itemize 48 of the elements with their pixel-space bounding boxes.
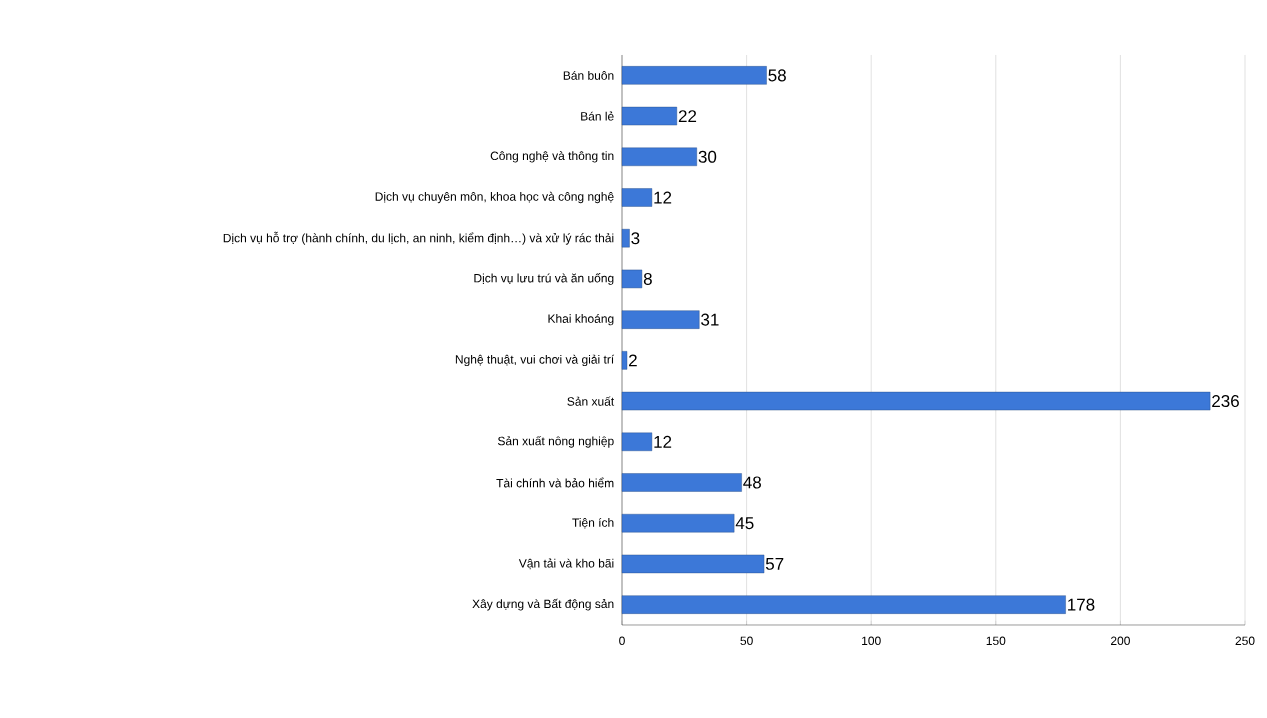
data-label: 12: [654, 191, 672, 204]
y-tick-label: Nghệ thuật, vui chơi và giải trí: [455, 354, 615, 367]
y-tick-label: Công nghệ và thông tin: [490, 151, 614, 163]
bar: [621, 310, 700, 329]
data-label: 58: [768, 69, 786, 82]
bar: [621, 554, 765, 574]
y-tick-label: Tiện ích: [572, 517, 614, 529]
y-tick-label: Khai khoáng: [548, 313, 614, 326]
y-tick-label: Sản xuất: [567, 396, 615, 406]
data-label: 178: [1068, 598, 1095, 611]
y-tick-label: Dịch vụ chuyên môn, khoa học và công nghệ: [375, 191, 614, 204]
data-label: 45: [735, 517, 754, 530]
x-tick-label: 0: [619, 636, 625, 646]
x-tick-label: 150: [986, 636, 1006, 646]
data-label: 22: [678, 110, 697, 122]
bar: [621, 473, 742, 492]
bar: [621, 514, 735, 533]
bar: [621, 106, 678, 126]
bar: [621, 188, 653, 207]
y-tick-label: Bán buôn: [563, 70, 614, 80]
x-tick-label: 200: [1110, 636, 1130, 646]
data-label: 2: [629, 354, 637, 367]
x-tick-label: 250: [1235, 636, 1255, 646]
data-label: 57: [765, 557, 784, 570]
y-tick-label: Bán lẻ: [581, 111, 614, 121]
data-label: 12: [654, 435, 672, 448]
y-tick-label: Dịch vụ hỗ trợ (hành chính, du lịch, an ninh, kiểm định…) và xử lý rác thải: [223, 231, 614, 245]
y-tick-label: Vận tải và kho bãi: [518, 558, 614, 570]
y-tick-label: Xây dựng và Bất động sản: [472, 598, 614, 611]
data-label: 8: [643, 272, 652, 285]
data-label: 3: [631, 232, 640, 245]
bar: [621, 595, 1066, 614]
data-label: 30: [698, 150, 717, 163]
data-label: 236: [1212, 395, 1239, 408]
y-tick-label: Tài chính và bảo hiểm: [496, 477, 614, 488]
bar: [621, 147, 697, 166]
x-tick-label: 50: [740, 636, 753, 646]
data-label: 31: [701, 313, 719, 326]
x-tick-label: 100: [862, 636, 881, 646]
data-label: 48: [743, 476, 761, 489]
bar: [621, 66, 767, 85]
y-tick-label: Dịch vụ lưu trú và ăn uống: [474, 273, 614, 285]
bar: [621, 432, 653, 451]
bar: [621, 351, 628, 370]
bar: [621, 229, 630, 248]
bar: [621, 391, 1211, 411]
bar: [621, 269, 643, 289]
y-tick-label: Sản xuất nông nghiệp: [497, 435, 614, 448]
